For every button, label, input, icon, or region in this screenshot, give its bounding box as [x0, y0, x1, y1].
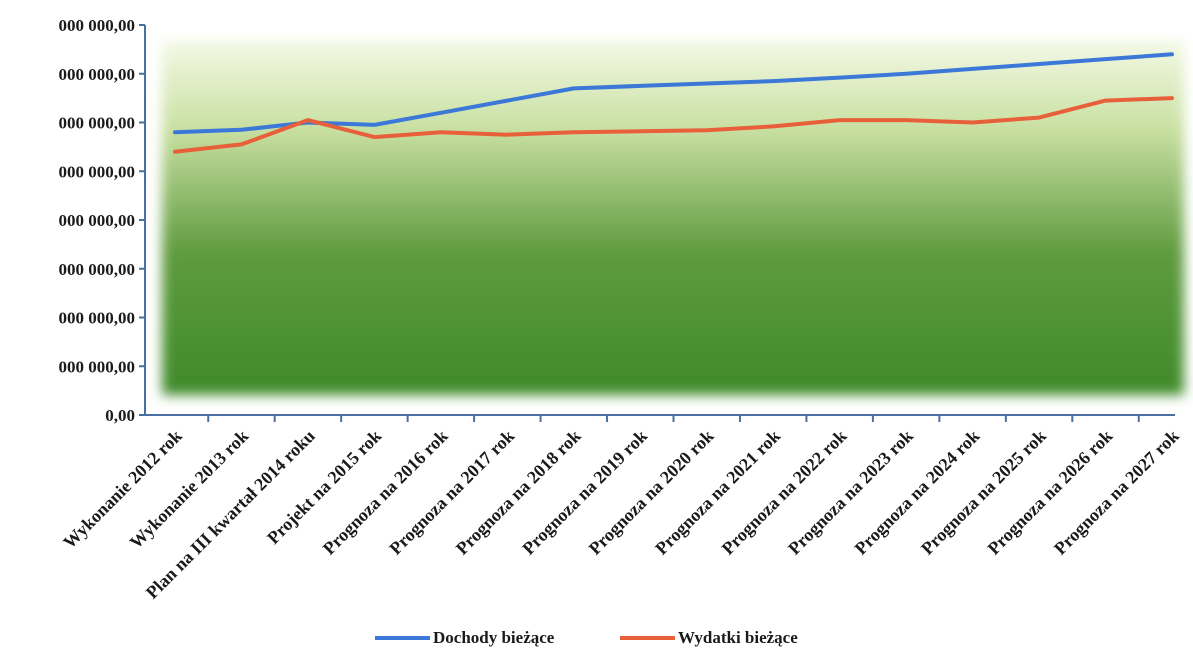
y-tick-label: 000 000,00 [59, 211, 136, 230]
data-point [173, 130, 177, 134]
data-point [1104, 99, 1108, 103]
series-lines [173, 52, 1174, 154]
data-point [239, 128, 243, 132]
x-tick-label: Prognoza na 2025 rok [917, 426, 1050, 559]
data-point [439, 130, 443, 134]
data-point [971, 121, 975, 124]
data-point [1037, 116, 1041, 120]
data-point [1037, 62, 1041, 66]
plot-area [162, 40, 1184, 395]
y-tick-label: 000 000,00 [59, 114, 136, 133]
data-point [638, 129, 642, 133]
x-tick-label: Prognoza na 2016 rok [319, 426, 452, 559]
data-point [838, 76, 842, 80]
data-point [904, 118, 908, 122]
data-point [1104, 57, 1108, 61]
data-point [971, 67, 975, 71]
x-tick-label: Prognoza na 2020 rok [585, 426, 718, 559]
data-point [904, 72, 908, 76]
y-tick-label: 000 000,00 [59, 16, 136, 35]
data-point [705, 82, 709, 85]
x-tick-label: Projekt na 2015 rok [263, 426, 385, 548]
data-point [439, 111, 443, 115]
data-point [705, 128, 709, 132]
data-point [838, 118, 842, 122]
x-tick-label: Prognoza na 2023 rok [784, 426, 917, 559]
y-axis-ticks: 0,00 000 000,00 000 000,00 000 000,00 000 00… [59, 16, 145, 425]
data-point [505, 99, 509, 103]
data-point [372, 123, 376, 127]
x-tick-label: Wykonanie 2012 rok [59, 426, 186, 553]
data-point [372, 135, 376, 139]
legend-label: Wydatki bieżące [678, 628, 798, 647]
x-tick-label: Wykonanie 2013 rok [126, 426, 253, 553]
data-point [1170, 96, 1174, 100]
legend: Dochody bieżące Wydatki bieżące [375, 628, 798, 647]
data-point [771, 124, 775, 128]
data-point [638, 84, 642, 88]
x-tick-label: Prognoza na 2019 rok [518, 426, 651, 559]
y-tick-label: 000 000,00 [59, 260, 136, 279]
legend-label: Dochody bieżące [433, 628, 555, 647]
data-point [505, 133, 509, 137]
x-tick-label: Prognoza na 2021 rok [651, 426, 784, 559]
y-tick-label: 000 000,00 [59, 65, 136, 84]
y-tick-label: 0,00 [105, 406, 135, 425]
x-tick-label: Prognoza na 2027 rok [1050, 426, 1183, 559]
y-tick-label: 000 000,00 [59, 357, 136, 376]
y-tick-label: 000 000,00 [59, 162, 136, 181]
data-point [173, 150, 177, 154]
data-point [572, 130, 576, 134]
x-tick-label: Prognoza na 2022 rok [718, 426, 851, 559]
data-point [771, 79, 775, 83]
plot-background [162, 40, 1184, 395]
series-line-0 [173, 52, 1174, 135]
series-line-1 [173, 96, 1174, 154]
x-tick-label: Prognoza na 2026 rok [984, 426, 1117, 559]
data-point [572, 86, 576, 90]
y-tick-label: 000 000,00 [59, 309, 136, 328]
data-point [306, 118, 310, 122]
data-point [239, 142, 243, 146]
x-tick-label: Prognoza na 2024 rok [851, 426, 984, 559]
x-tick-label: Prognoza na 2018 rok [452, 426, 585, 559]
data-point [1170, 52, 1174, 56]
x-tick-label: Prognoza na 2017 rok [385, 426, 518, 559]
